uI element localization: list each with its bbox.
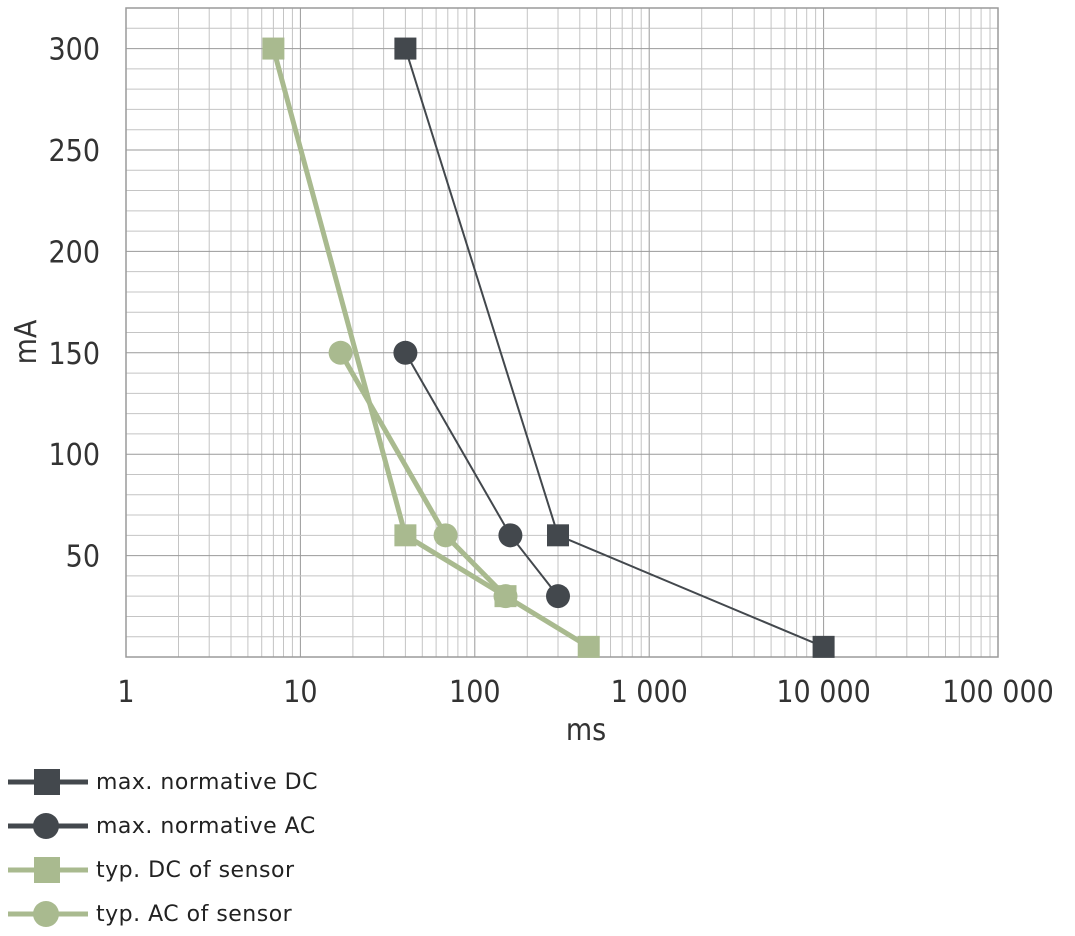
data-point [262, 37, 285, 60]
y-tick-label: 100 [48, 438, 100, 473]
legend-item: typ. DC of sensor [8, 848, 318, 892]
legend-marker-circle-dark [8, 813, 88, 839]
legend: max. normative DC max. normative AC typ.… [8, 760, 318, 936]
series-layer [262, 37, 835, 658]
data-point [394, 37, 417, 60]
x-tick-label: 1 [117, 675, 134, 710]
legend-marker-square-dark [8, 769, 88, 795]
legend-item: max. normative DC [8, 760, 318, 804]
legend-item: typ. AC of sensor [8, 892, 318, 936]
legend-item: max. normative AC [8, 804, 318, 848]
x-tick-label: 100 000 [942, 675, 1054, 710]
data-point [493, 584, 518, 609]
legend-circle [33, 901, 59, 927]
x-tick-label: 1 000 [611, 675, 688, 710]
series-3 [328, 340, 518, 609]
legend-square [34, 769, 60, 795]
x-tick-label: 10 [283, 675, 317, 710]
data-point [546, 584, 571, 609]
y-tick-label: 150 [48, 337, 100, 372]
series-line [270, 47, 591, 649]
data-point [328, 340, 353, 365]
legend-label: max. normative AC [96, 813, 316, 839]
legend-marker-square-green [8, 857, 88, 883]
tick-labels: 1 10 100 1 000 10 000 100 000 50 100 150 200 250 30… [48, 33, 1053, 710]
y-tick-label: 50 [66, 540, 100, 575]
data-point [812, 635, 835, 658]
legend-label: typ. AC of sensor [96, 901, 293, 927]
series-0 [394, 37, 835, 658]
grid [125, 8, 998, 657]
y-tick-label: 250 [48, 134, 100, 169]
x-tick-label: 100 [449, 675, 501, 710]
series-1 [393, 340, 571, 609]
data-point [394, 524, 417, 547]
y-tick-label: 200 [48, 235, 100, 270]
data-point [498, 523, 523, 548]
legend-square [34, 857, 60, 883]
x-tick-label: 10 000 [776, 675, 870, 710]
legend-label: typ. DC of sensor [96, 857, 295, 883]
data-point [433, 523, 458, 548]
plot-frame [125, 7, 999, 658]
legend-circle [33, 813, 59, 839]
legend-label: max. normative DC [96, 769, 318, 795]
legend-marker-circle-green [8, 901, 88, 927]
y-axis-label: mA [9, 319, 44, 364]
x-axis-label: ms [566, 713, 606, 748]
data-point [577, 635, 600, 658]
data-point [393, 340, 418, 365]
data-point [547, 524, 570, 547]
y-tick-label: 300 [48, 33, 100, 68]
